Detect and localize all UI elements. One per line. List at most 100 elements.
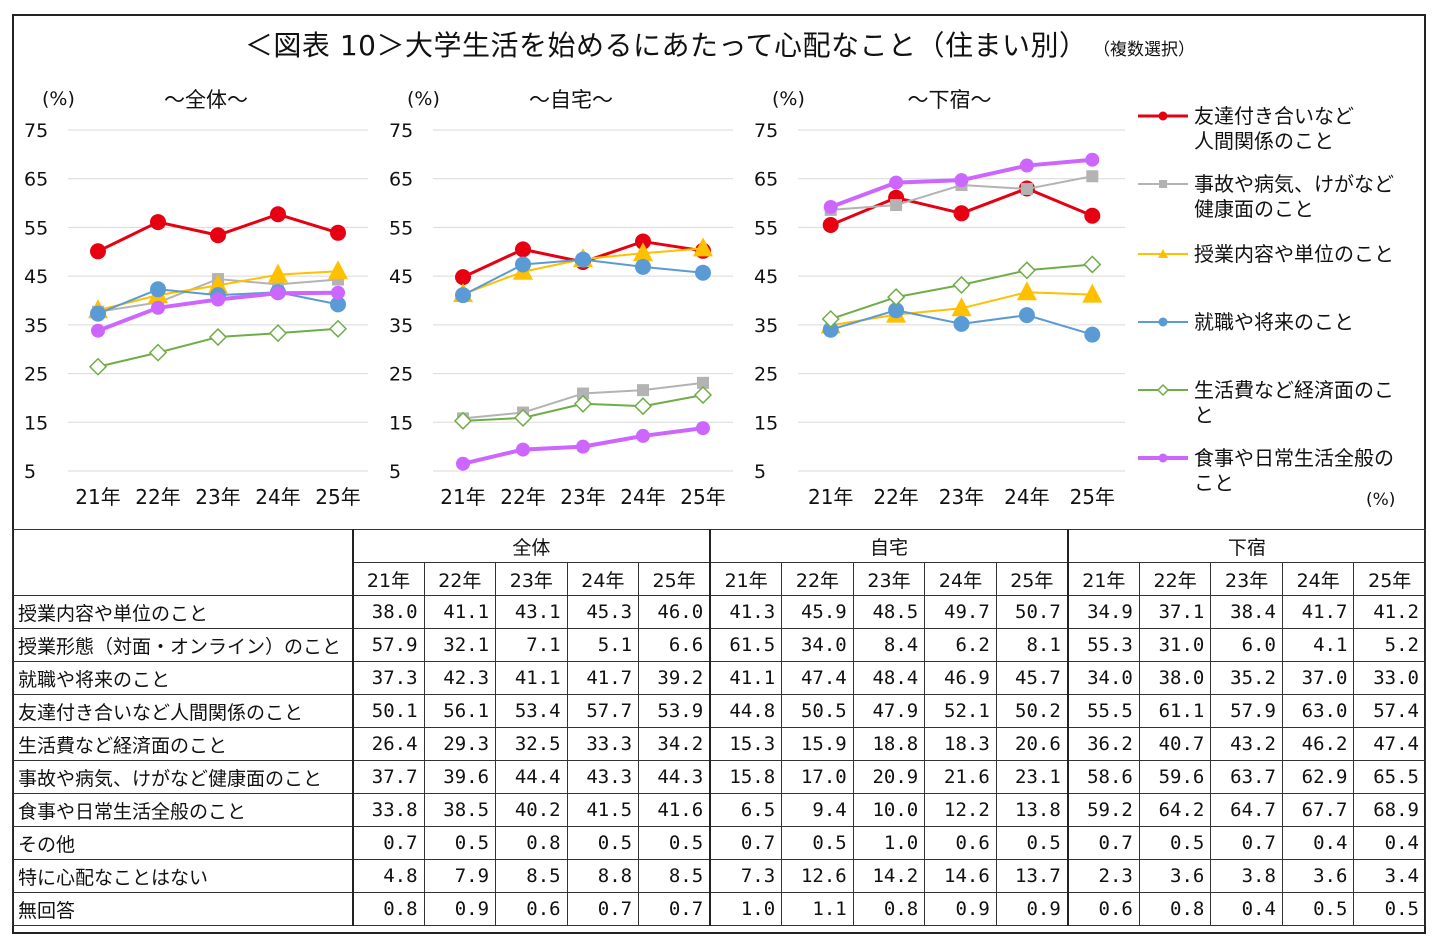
data-point bbox=[696, 421, 710, 436]
table-cell: 45.9 bbox=[781, 595, 854, 629]
series-4 bbox=[455, 251, 711, 304]
table-cell: 8.8 bbox=[566, 859, 640, 893]
y-tick-label: 25 bbox=[389, 364, 413, 386]
y-axis-unit: (%) bbox=[407, 88, 440, 110]
table-row-label: 生活費など経済面のこと bbox=[12, 727, 353, 761]
data-point bbox=[695, 264, 711, 281]
table-cell: 6.5 bbox=[709, 793, 783, 827]
table-row: 食事や日常生活全般のこと 33.8 38.5 40.2 41.5 41.6 6.5 9.4 10… bbox=[12, 793, 1426, 827]
table-group-header: 下宿 bbox=[1066, 529, 1426, 563]
table-cell: 38.5 bbox=[423, 793, 497, 827]
table-cell: 37.1 bbox=[1138, 595, 1212, 629]
table-year-header: 22年 bbox=[423, 562, 497, 596]
data-point bbox=[270, 206, 286, 223]
legend-label: 友達付き合いなど 人間関係のこと bbox=[1194, 104, 1409, 154]
y-tick-label: 5 bbox=[389, 461, 401, 483]
legend-label-line: 健康面のこと bbox=[1194, 197, 1314, 221]
table-year-header: 21年 bbox=[1066, 562, 1140, 596]
table-cell: 41.2 bbox=[1353, 595, 1426, 629]
data-point bbox=[515, 241, 531, 258]
data-point bbox=[953, 315, 970, 332]
legend-label: 生活費など経済面のこと bbox=[1194, 378, 1409, 428]
data-point bbox=[889, 175, 904, 190]
data-point bbox=[208, 274, 228, 294]
table-cell: 68.9 bbox=[1353, 793, 1426, 827]
data-point bbox=[633, 397, 653, 416]
table-cell: 50.5 bbox=[781, 694, 854, 728]
table-year-header: 23年 bbox=[852, 562, 926, 596]
table-group-header: 全体 bbox=[351, 529, 711, 563]
table-cell: 40.2 bbox=[495, 793, 568, 827]
data-point bbox=[150, 281, 166, 298]
table-cell: 0.7 bbox=[351, 826, 425, 860]
data-point bbox=[575, 251, 591, 268]
legend-label-line: 生活費など経済面のこ bbox=[1194, 378, 1394, 402]
table-row: 無回答 0.8 0.9 0.6 0.7 0.7 1.0 1.1 0.8 0.9 0.9 0.6 0.8 0… bbox=[12, 892, 1426, 926]
data-point bbox=[330, 296, 346, 313]
data-point bbox=[635, 258, 651, 275]
table-cell: 8.5 bbox=[495, 859, 568, 893]
table-cell: 37.0 bbox=[1281, 661, 1355, 695]
table-cell: 42.3 bbox=[423, 661, 497, 695]
table-cell: 0.5 bbox=[566, 826, 640, 860]
table-cell: 0.5 bbox=[1281, 892, 1355, 926]
table-cell: 0.5 bbox=[1138, 826, 1212, 860]
x-tick-label: 24年 bbox=[620, 485, 665, 509]
table-cell: 3.6 bbox=[1281, 859, 1355, 893]
legend-item: 事故や病気、けがなど 健康面のこと bbox=[1138, 172, 1418, 222]
x-tick-label: 23年 bbox=[939, 485, 984, 509]
table-cell: 13.7 bbox=[995, 859, 1069, 893]
legend-item: 食事や日常生活全般の こと bbox=[1138, 446, 1418, 496]
table-cell: 6.6 bbox=[638, 628, 711, 662]
y-tick-label: 35 bbox=[754, 315, 778, 337]
legend-label-line: 人間関係のこと bbox=[1194, 129, 1334, 153]
table-cell: 41.7 bbox=[1281, 595, 1355, 629]
y-tick-label: 75 bbox=[389, 120, 413, 142]
series-5 bbox=[88, 319, 348, 376]
legend-label: 食事や日常生活全般の こと bbox=[1194, 446, 1409, 496]
table-cell: 7.9 bbox=[423, 859, 497, 893]
table-cell: 5.1 bbox=[566, 628, 640, 662]
table-cell: 13.8 bbox=[995, 793, 1069, 827]
y-tick-label: 45 bbox=[754, 266, 778, 288]
legend-label-line: 友達付き合いなど bbox=[1194, 104, 1354, 128]
table-cell: 41.5 bbox=[566, 793, 640, 827]
data-point bbox=[954, 173, 969, 188]
table-cell: 45.3 bbox=[566, 595, 640, 629]
data-point bbox=[331, 285, 345, 300]
x-tick-label: 22年 bbox=[873, 485, 918, 509]
table-cell: 0.7 bbox=[1210, 826, 1283, 860]
table-cell: 0.5 bbox=[781, 826, 854, 860]
series-3 bbox=[88, 260, 348, 319]
table-cell: 1.0 bbox=[709, 892, 783, 926]
data-point bbox=[91, 323, 105, 338]
table-cell: 14.2 bbox=[852, 859, 926, 893]
x-tick-label: 23年 bbox=[195, 485, 240, 509]
panel-title: ～自宅～ bbox=[529, 88, 613, 112]
y-tick-label: 65 bbox=[24, 169, 48, 191]
data-point bbox=[822, 216, 839, 233]
data-point bbox=[453, 411, 473, 430]
legend-item: 友達付き合いなど 人間関係のこと bbox=[1138, 104, 1418, 154]
data-point bbox=[573, 394, 593, 413]
data-point bbox=[1020, 182, 1033, 195]
table-row-label: 特に心配なことはない bbox=[12, 859, 353, 893]
legend-label-line: 授業内容や単位のこと bbox=[1194, 242, 1394, 266]
table-cell: 53.4 bbox=[495, 694, 568, 728]
table-cell: 4.8 bbox=[351, 859, 425, 893]
data-point bbox=[953, 205, 970, 222]
table-cell: 3.6 bbox=[1138, 859, 1212, 893]
data-point bbox=[1085, 152, 1100, 167]
table-cell: 63.7 bbox=[1210, 760, 1283, 794]
table-cell: 0.5 bbox=[638, 826, 711, 860]
table-cell: 0.6 bbox=[495, 892, 568, 926]
table-group-header: 自宅 bbox=[709, 529, 1069, 563]
legend-key bbox=[1138, 383, 1188, 397]
legend-marker bbox=[1156, 383, 1170, 397]
table-cell: 5.2 bbox=[1353, 628, 1426, 662]
table-cell: 0.8 bbox=[1138, 892, 1212, 926]
table-row-label: 授業形態（対面・オンライン）のこと bbox=[12, 628, 353, 662]
table-cell: 44.4 bbox=[495, 760, 568, 794]
x-tick-label: 23年 bbox=[560, 485, 605, 509]
